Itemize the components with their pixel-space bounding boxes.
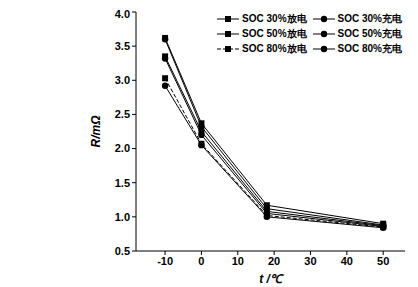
svg-text:50: 50 [377, 255, 389, 267]
svg-text:30: 30 [304, 255, 316, 267]
svg-text:0: 0 [198, 255, 204, 267]
html-text:SOC 50%放电: SOC 50%放电 [242, 28, 307, 39]
svg-text:2.0: 2.0 [115, 142, 130, 154]
svg-text:40: 40 [341, 255, 353, 267]
html-text:SOC 50%充电: SOC 50%充电 [337, 28, 402, 39]
svg-text:3.0: 3.0 [115, 74, 130, 86]
svg-text:2.5: 2.5 [115, 108, 130, 120]
html-text:SOC 80%放电: SOC 80%放电 [242, 43, 307, 54]
svg-text:-10: -10 [157, 255, 173, 267]
svg-text:10: 10 [232, 255, 244, 267]
svg-text:4.0: 4.0 [115, 8, 130, 20]
svg-text:1.5: 1.5 [115, 177, 130, 189]
svg-text:t /℃: t /℃ [259, 272, 285, 286]
svg-text:20: 20 [268, 255, 280, 267]
svg-text:R/mΩ: R/mΩ [89, 115, 103, 148]
html-text:SOC 30%放电: SOC 30%放电 [242, 13, 307, 24]
svg-text:0.5: 0.5 [115, 245, 130, 257]
html-text:SOC 80%充电: SOC 80%充电 [337, 43, 402, 54]
svg-text:1.0: 1.0 [115, 211, 130, 223]
svg-text:3.5: 3.5 [115, 40, 130, 52]
html-text:SOC 30%充电: SOC 30%充电 [337, 13, 402, 24]
